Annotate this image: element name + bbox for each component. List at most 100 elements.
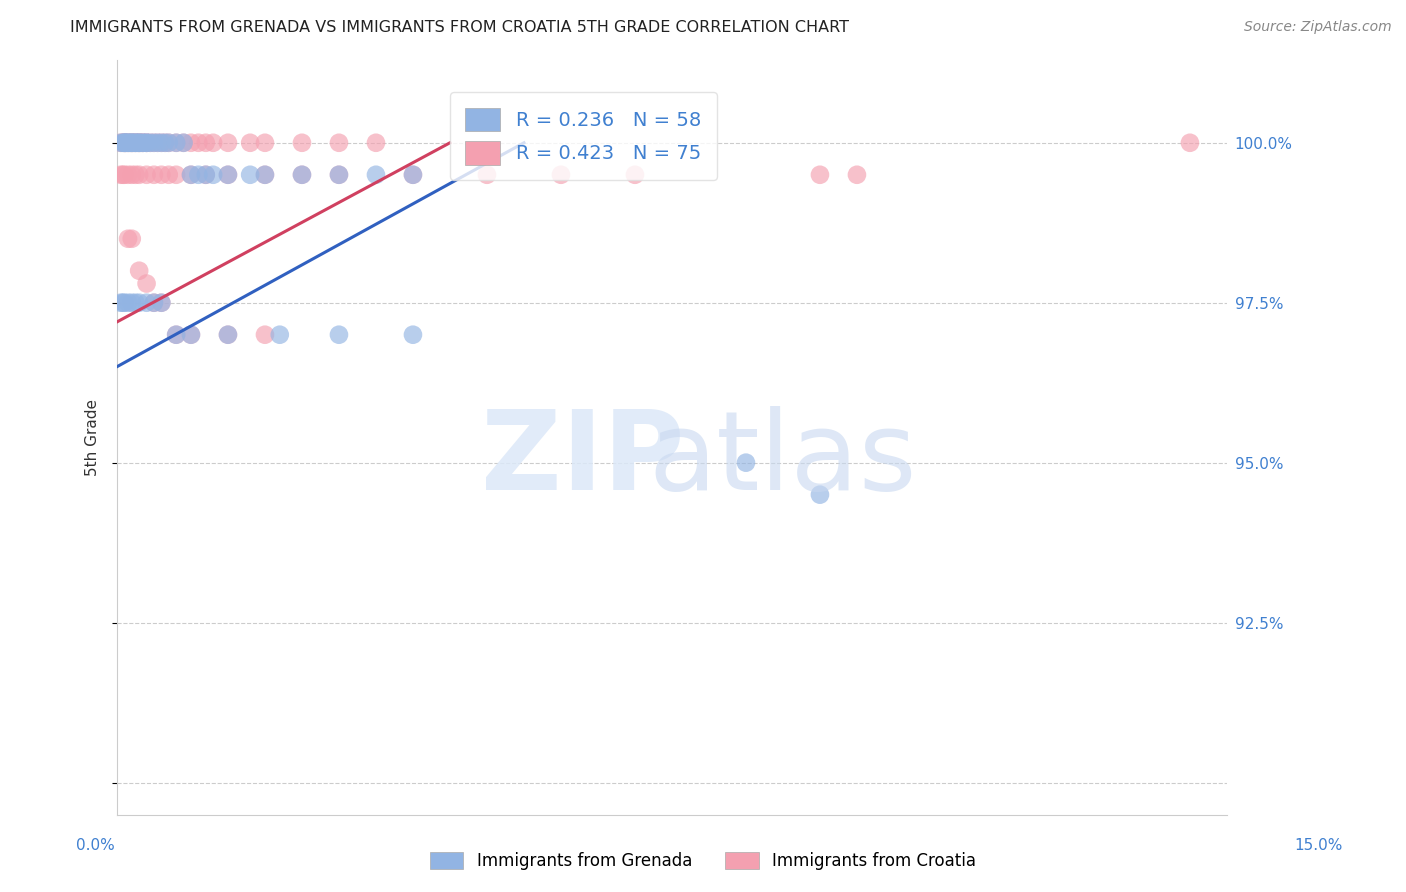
Point (110, 168, 132, 182)
Point (121, 136, 143, 150)
Point (187, 136, 209, 150)
Point (110, 295, 132, 310)
Point (121, 136, 143, 150)
Point (808, 168, 831, 182)
Point (143, 295, 166, 310)
Point (132, 136, 155, 150)
Point (135, 136, 157, 150)
Point (117, 136, 139, 150)
Point (121, 232, 143, 246)
Point (150, 136, 173, 150)
Point (165, 327, 187, 342)
Legend: R = 0.236   N = 58, R = 0.423   N = 75: R = 0.236 N = 58, R = 0.423 N = 75 (450, 92, 717, 180)
Point (153, 136, 176, 150)
Point (139, 136, 162, 150)
Point (146, 136, 169, 150)
Point (845, 168, 868, 182)
Point (217, 136, 239, 150)
Point (364, 136, 387, 150)
Text: IMMIGRANTS FROM GRENADA VS IMMIGRANTS FROM CROATIA 5TH GRADE CORRELATION CHART: IMMIGRANTS FROM GRENADA VS IMMIGRANTS FR… (70, 20, 849, 35)
Point (143, 136, 166, 150)
Point (239, 136, 262, 150)
Point (128, 136, 150, 150)
Point (117, 295, 139, 310)
Point (112, 136, 135, 150)
Point (135, 277, 157, 291)
Point (173, 136, 195, 150)
Point (139, 136, 162, 150)
Legend: Immigrants from Grenada, Immigrants from Croatia: Immigrants from Grenada, Immigrants from… (423, 845, 983, 877)
Point (124, 136, 146, 150)
Text: 15.0%: 15.0% (1295, 838, 1343, 853)
Point (165, 168, 187, 182)
Point (110, 136, 132, 150)
Point (132, 136, 155, 150)
Point (110, 136, 132, 150)
Point (808, 488, 831, 502)
Point (217, 327, 239, 342)
Point (129, 136, 152, 150)
Point (115, 136, 138, 150)
Point (180, 168, 202, 182)
Point (150, 295, 173, 310)
Point (194, 168, 217, 182)
Point (120, 136, 142, 150)
Point (550, 168, 572, 182)
Point (112, 136, 135, 150)
Point (124, 136, 146, 150)
Point (128, 264, 150, 278)
Point (239, 168, 262, 182)
Point (111, 295, 134, 310)
Point (146, 136, 169, 150)
Point (111, 136, 134, 150)
Point (112, 136, 135, 150)
Point (217, 327, 239, 342)
Point (132, 136, 155, 150)
Point (143, 136, 166, 150)
Point (117, 136, 139, 150)
Point (128, 136, 150, 150)
Point (121, 136, 143, 150)
Point (112, 136, 135, 150)
Text: Source: ZipAtlas.com: Source: ZipAtlas.com (1244, 20, 1392, 34)
Point (291, 168, 314, 182)
Point (328, 327, 350, 342)
Point (328, 168, 350, 182)
Point (115, 136, 138, 150)
Point (117, 136, 139, 150)
Point (217, 168, 239, 182)
Point (328, 136, 350, 150)
Point (150, 168, 173, 182)
Point (173, 136, 195, 150)
Point (112, 295, 135, 310)
Point (111, 168, 134, 182)
Point (202, 136, 225, 150)
Point (165, 327, 187, 342)
Text: ZIP: ZIP (481, 406, 685, 513)
Point (402, 168, 425, 182)
Point (150, 136, 173, 150)
Point (121, 168, 143, 182)
Point (328, 168, 350, 182)
Point (253, 136, 276, 150)
Text: 0.0%: 0.0% (76, 838, 115, 853)
Point (165, 136, 187, 150)
Point (122, 136, 145, 150)
Point (143, 295, 166, 310)
Point (253, 327, 276, 342)
Point (187, 168, 209, 182)
Point (128, 136, 150, 150)
Point (117, 232, 139, 246)
Point (253, 168, 276, 182)
Point (253, 168, 276, 182)
Point (165, 136, 187, 150)
Point (202, 168, 225, 182)
Point (121, 136, 143, 150)
Point (157, 136, 180, 150)
Point (111, 136, 134, 150)
Point (402, 168, 425, 182)
Point (180, 168, 202, 182)
Point (135, 168, 157, 182)
Point (180, 327, 202, 342)
Point (117, 168, 139, 182)
